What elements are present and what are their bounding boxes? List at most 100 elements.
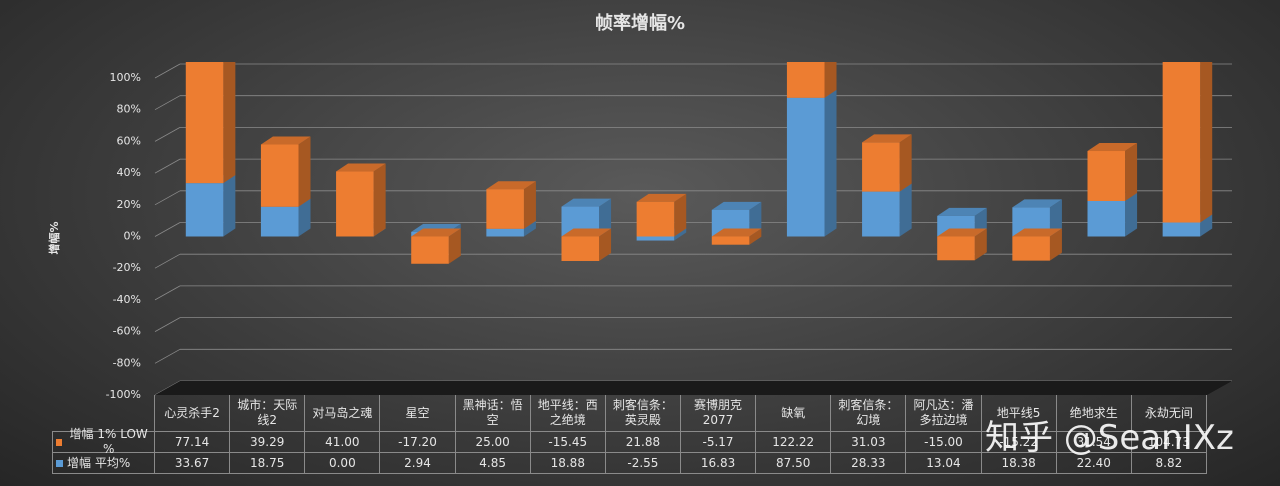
bar-side <box>448 228 461 264</box>
bar <box>411 236 449 264</box>
bar-top <box>937 207 987 216</box>
legend-swatch <box>56 459 63 467</box>
bar <box>711 236 750 245</box>
chart-title: 帧率增幅% <box>595 12 685 34</box>
legend-label: 增幅 1% LOW % <box>69 427 148 456</box>
value-label: 22.40 <box>1056 453 1132 474</box>
legend-entry: 增幅 1% LOW % <box>52 427 155 456</box>
table-row: 心灵杀手2 城市：天际线2 对马岛之魂 星空 黑神话：悟空 地平线：西之绝境 刺客信条：英灵… <box>52 395 1207 432</box>
value-label: 8.82 <box>1131 453 1207 474</box>
category-label: 城市：天际线2 <box>230 395 306 432</box>
value-label: 31.54 <box>1056 432 1132 453</box>
bar-top <box>636 193 687 202</box>
data-table: 心灵杀手2 城市：天际线2 对马岛之魂 星空 黑神话：悟空 地平线：西之绝境 刺客信条：英灵… <box>52 395 1207 474</box>
value-label: -2.55 <box>605 453 681 474</box>
bar-side <box>1049 228 1062 261</box>
grid-depth <box>154 127 181 142</box>
bar-top <box>411 228 461 237</box>
y-tick-label: -20% <box>113 261 141 274</box>
value-label: 87.50 <box>756 453 832 474</box>
value-label: 18.38 <box>981 453 1057 474</box>
bar-side <box>899 183 912 237</box>
bar-side <box>974 228 987 261</box>
bar-side <box>599 198 612 237</box>
value-label: 21.88 <box>605 432 681 453</box>
bar <box>260 206 299 237</box>
bar-top <box>1163 49 1213 57</box>
value-label: 4.85 <box>455 453 531 474</box>
y-tick-label: -100% <box>106 388 141 401</box>
y-tick-label: -80% <box>113 356 141 369</box>
legend-swatch <box>56 438 63 446</box>
bar-top <box>862 134 912 143</box>
value-label: 16.83 <box>680 453 757 474</box>
value-label: 28.33 <box>831 453 907 474</box>
grid-depth <box>154 95 181 111</box>
bar-side <box>749 201 762 237</box>
bar <box>1162 222 1201 237</box>
bar <box>636 236 675 241</box>
value-label: 77.14 <box>155 432 231 453</box>
category-label: 阿凡达：潘多拉边境 <box>906 395 982 432</box>
y-tick-label: 40% <box>117 166 141 179</box>
value-label: -5.17 <box>680 432 757 453</box>
value-label: 25.00 <box>455 432 531 453</box>
bar-side <box>1200 214 1213 237</box>
grid-depth <box>154 63 181 79</box>
bar-side <box>373 163 386 237</box>
bar-top <box>561 228 612 237</box>
bar <box>486 189 524 229</box>
value-label: -15.22 <box>981 432 1057 453</box>
bar <box>1087 200 1126 237</box>
value-label: 33.67 <box>155 453 231 474</box>
bar-side <box>223 62 236 184</box>
bar-top <box>1087 143 1138 152</box>
value-label: -17.20 <box>380 432 456 453</box>
y-axis-title: 增幅% <box>47 221 61 254</box>
bar <box>862 142 900 192</box>
bar <box>336 171 374 237</box>
bar-side <box>1200 62 1213 223</box>
y-tick-label: 80% <box>117 103 141 116</box>
category-label: 对马岛之魂 <box>305 395 381 432</box>
bar <box>185 183 224 237</box>
bar <box>786 97 825 237</box>
grid-depth <box>154 222 181 237</box>
bar-side <box>674 228 687 241</box>
bar <box>786 62 825 98</box>
value-label: 104.73 <box>1131 432 1207 453</box>
bar <box>1162 62 1201 223</box>
bar-side <box>599 228 612 261</box>
bar <box>636 201 675 237</box>
legend-entry: 增幅 平均% <box>52 453 155 474</box>
bar <box>937 236 975 261</box>
bar-side <box>824 62 837 98</box>
bar <box>1012 236 1050 261</box>
value-label: -15.00 <box>906 432 982 453</box>
grid-depth <box>154 158 181 174</box>
bar-side <box>899 134 912 192</box>
bar-top <box>186 53 236 61</box>
bar-top <box>711 201 762 210</box>
bars <box>185 49 1213 264</box>
bar-side <box>749 228 762 245</box>
grid-depth <box>154 348 181 364</box>
bar-top <box>1012 228 1062 237</box>
bar-side <box>1125 192 1138 237</box>
value-label: 41.00 <box>305 432 381 453</box>
y-tick-label: -60% <box>113 325 141 338</box>
bar-side <box>223 175 236 237</box>
bar-top <box>937 228 987 237</box>
value-label: 2.94 <box>380 453 456 474</box>
category-label: 绝地求生 <box>1056 395 1132 432</box>
value-label: 18.88 <box>530 453 606 474</box>
bar-top <box>336 163 386 172</box>
bar <box>185 62 224 184</box>
value-label: 39.29 <box>230 432 306 453</box>
value-label: -15.45 <box>530 432 606 453</box>
category-label: 地平线：西之绝境 <box>530 395 606 432</box>
category-label: 地平线5 <box>981 395 1057 432</box>
category-label: 黑神话：悟空 <box>455 395 531 432</box>
bar-side <box>674 193 687 237</box>
